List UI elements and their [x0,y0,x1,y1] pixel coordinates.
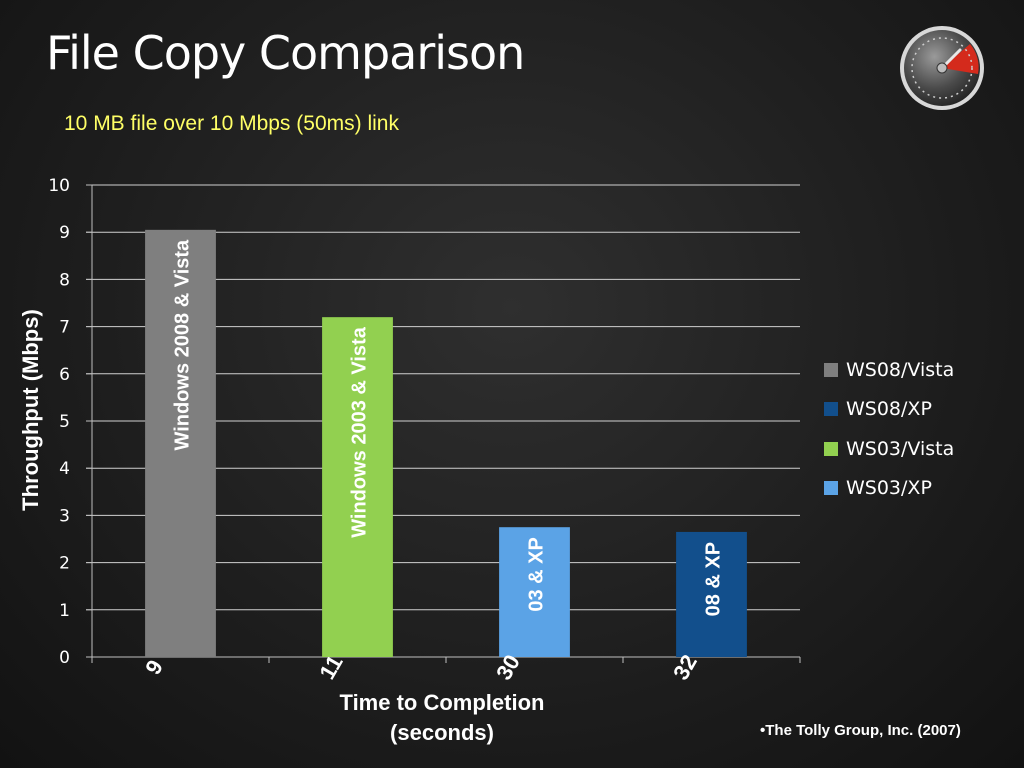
y-tick-label: 6 [59,365,70,385]
x-axis-label: Time to Completion (seconds) [292,688,592,748]
bars [145,229,747,657]
legend-item: WS08/Vista [824,350,954,390]
legend-label: WS08/XP [846,398,932,421]
slide-title: File Copy Comparison [46,26,525,80]
x-axis-label-line: Time to Completion [339,690,545,715]
y-tick-label: 5 [59,412,70,432]
legend-item: WS03/XP [824,469,954,509]
x-axis-label-line: (seconds) [390,720,494,745]
source-note: •The Tolly Group, Inc. (2007) [760,722,961,739]
legend-swatch [824,362,838,377]
legend-label: WS03/XP [846,477,932,500]
y-tick-label: 1 [59,601,70,621]
legend-label: WS03/Vista [846,437,955,460]
y-tick-label: 8 [59,270,70,290]
legend-swatch [824,402,838,417]
bar-labels: Windows 2008 & Vista Windows 2003 & Vista… [172,239,725,616]
speedometer-icon [900,26,984,110]
bar-label: Windows 2008 & Vista [172,239,194,451]
y-tick-label: 9 [59,223,70,243]
y-tick-label: 4 [59,459,70,479]
chart-legend: WS08/Vista WS08/XP WS03/Vista WS03/XP [824,350,954,508]
y-axis-label: Throughput (Mbps) [18,309,43,511]
y-tick-label: 3 [59,506,70,526]
bar-label: Windows 2003 & Vista [349,326,371,538]
y-tick-label: 0 [59,648,70,668]
bar-label: 08 & XP [703,542,725,616]
bar-label: 03 & XP [526,537,548,611]
bar [499,527,570,657]
bar [322,317,393,657]
legend-swatch [824,481,838,496]
chart-subtitle: 10 MB file over 10 Mbps (50ms) link [64,112,399,135]
legend-label: WS08/Vista [846,358,955,381]
y-tick-label: 10 [48,176,70,196]
bar [676,531,747,657]
legend-item: WS03/Vista [824,429,954,469]
y-tick-label: 2 [59,554,70,574]
bar [145,229,216,657]
legend-swatch [824,441,838,456]
legend-item: WS08/XP [824,390,954,430]
y-tick-label: 7 [59,318,70,338]
x-tick-label: 9 [140,656,168,679]
